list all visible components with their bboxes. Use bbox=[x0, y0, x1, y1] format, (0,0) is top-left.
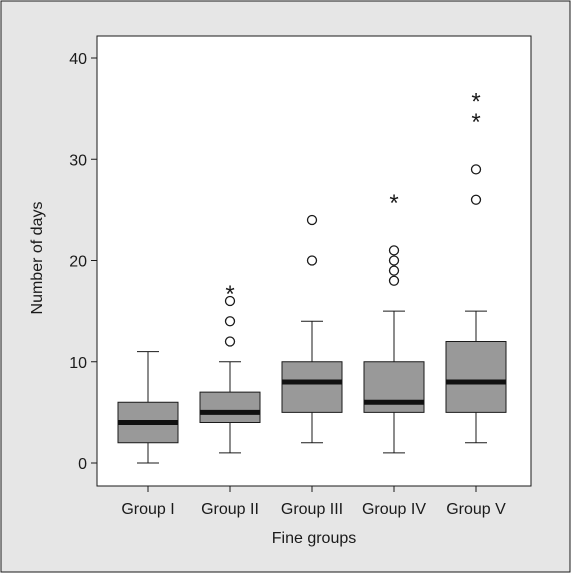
outlier-point bbox=[388, 275, 400, 286]
outlier-point bbox=[470, 164, 482, 175]
y-tick-label: 0 bbox=[78, 456, 87, 473]
box-iqr bbox=[281, 361, 343, 413]
y-tick-label: 20 bbox=[69, 254, 87, 271]
extreme-point: * bbox=[471, 109, 480, 136]
y-axis: 0 10 20 30 40 bbox=[69, 51, 97, 473]
x-tick-label: Group IV bbox=[362, 501, 426, 518]
extreme-point: * bbox=[471, 89, 480, 116]
outlier-point bbox=[306, 214, 318, 226]
x-tick-label: Group I bbox=[121, 501, 174, 518]
y-axis-title: Number of days bbox=[29, 202, 46, 315]
box-series: **** bbox=[117, 89, 507, 464]
box-group bbox=[117, 351, 179, 464]
outlier-point bbox=[224, 336, 236, 347]
outlier-point bbox=[224, 316, 236, 327]
box-group: * bbox=[363, 190, 425, 454]
box-iqr bbox=[445, 341, 507, 413]
outlier-point bbox=[388, 245, 400, 256]
y-tick-label: 30 bbox=[69, 152, 87, 169]
x-axis-title: Fine groups bbox=[272, 530, 357, 547]
outlier-point bbox=[224, 295, 236, 307]
box-iqr bbox=[199, 391, 261, 423]
x-axis: Group I Group II Group III Group IV Group V bbox=[121, 486, 506, 518]
extreme-point: * bbox=[225, 281, 234, 308]
outlier-point bbox=[388, 265, 400, 276]
outlier-point bbox=[388, 255, 400, 266]
y-tick-label: 40 bbox=[69, 51, 87, 68]
x-tick-label: Group II bbox=[201, 501, 259, 518]
box-iqr bbox=[363, 361, 425, 413]
box-group bbox=[281, 214, 343, 444]
x-tick-label: Group V bbox=[446, 501, 506, 518]
outlier-point bbox=[470, 194, 482, 205]
x-tick-label: Group III bbox=[281, 501, 343, 518]
y-tick-label: 10 bbox=[69, 355, 87, 372]
box-group: * bbox=[199, 281, 261, 454]
extreme-point: * bbox=[389, 190, 398, 217]
outlier-point bbox=[306, 255, 318, 266]
box-group: ** bbox=[445, 89, 507, 444]
